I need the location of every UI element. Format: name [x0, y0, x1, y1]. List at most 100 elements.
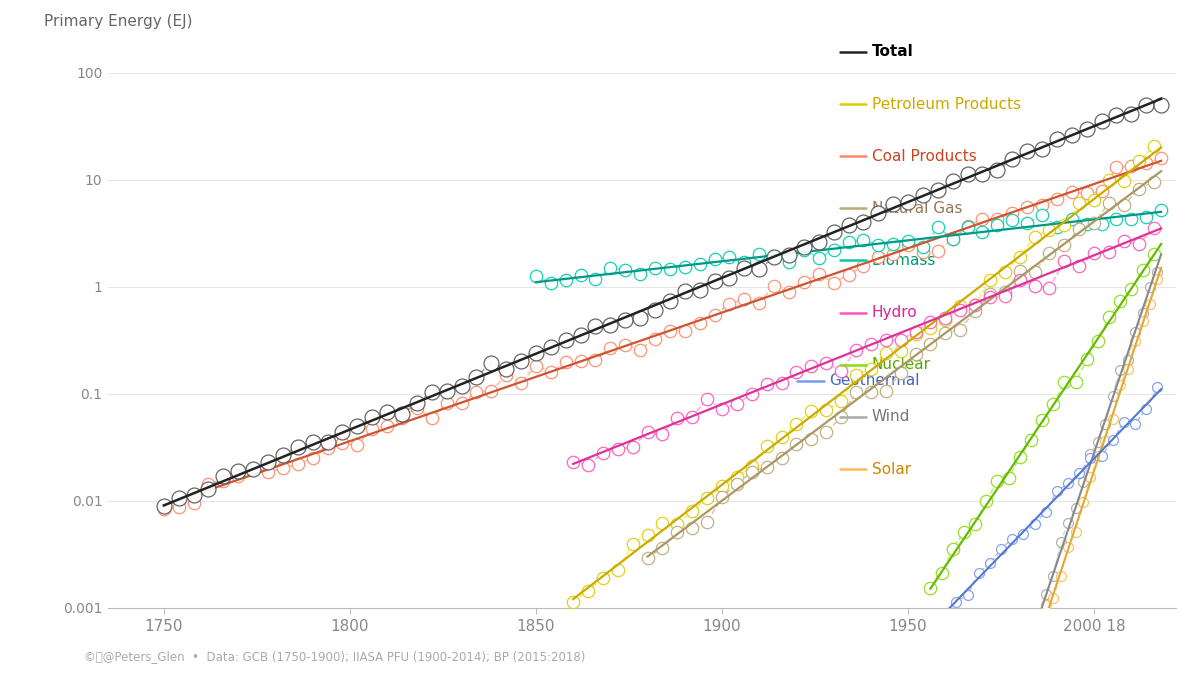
Point — [869, 208, 888, 219]
Point — [608, 564, 628, 575]
Point — [1078, 188, 1097, 198]
Point — [1110, 379, 1129, 390]
Point — [676, 286, 695, 297]
Point — [876, 335, 895, 346]
Point — [742, 460, 761, 471]
Point — [616, 314, 635, 325]
Point — [1152, 205, 1171, 215]
Point — [950, 324, 970, 335]
Point — [184, 497, 203, 508]
Text: Wind: Wind — [871, 410, 910, 425]
Point — [899, 239, 918, 250]
Text: Nuclear: Nuclear — [871, 357, 931, 373]
Point — [1092, 186, 1111, 197]
Point — [943, 234, 962, 245]
Point — [1048, 134, 1067, 144]
Point — [660, 325, 679, 336]
Point — [1069, 198, 1088, 209]
Point — [667, 519, 686, 530]
Point — [1144, 140, 1163, 151]
Point — [593, 448, 612, 459]
Point — [1018, 146, 1037, 157]
Point — [906, 349, 925, 360]
Point — [630, 313, 649, 323]
Point — [332, 427, 352, 437]
Point — [854, 217, 874, 227]
Point — [846, 344, 865, 355]
Point — [764, 252, 784, 263]
Point — [616, 265, 635, 275]
Point — [586, 320, 605, 331]
Point — [1136, 212, 1156, 223]
Point — [1078, 354, 1097, 365]
Point — [1025, 231, 1044, 242]
Point — [1073, 496, 1092, 507]
Point — [779, 250, 798, 261]
Point — [437, 386, 456, 397]
Point — [1058, 541, 1078, 552]
Point — [995, 291, 1014, 302]
Point — [199, 479, 218, 489]
Point — [794, 244, 814, 255]
Point — [697, 493, 716, 504]
Point — [1152, 153, 1171, 163]
Point — [527, 348, 546, 359]
Point — [832, 365, 851, 376]
Point — [892, 335, 911, 346]
Point — [467, 371, 486, 382]
Point — [1021, 435, 1040, 446]
Point — [832, 396, 851, 406]
Point — [966, 518, 985, 529]
Point — [348, 439, 367, 450]
Point — [1099, 312, 1118, 323]
Point — [764, 280, 784, 291]
Point — [980, 274, 1000, 285]
Point — [1058, 478, 1078, 489]
Point — [184, 489, 203, 500]
Point — [601, 320, 620, 331]
Point — [697, 394, 716, 404]
Point — [667, 412, 686, 423]
Point — [623, 538, 642, 549]
Point — [646, 333, 665, 344]
Text: Petroleum Products: Petroleum Products — [871, 97, 1021, 111]
Point — [527, 271, 546, 281]
Point — [966, 300, 985, 310]
Point — [214, 475, 233, 486]
Point — [1010, 266, 1030, 277]
Point — [1069, 261, 1088, 271]
Point — [564, 597, 583, 608]
Point — [876, 386, 895, 397]
Point — [817, 358, 836, 369]
Point — [229, 466, 248, 477]
Point — [683, 523, 702, 534]
Point — [586, 274, 605, 285]
Point — [973, 169, 992, 180]
Text: Natural Gas: Natural Gas — [871, 201, 962, 216]
Point — [1040, 282, 1060, 293]
Point — [1036, 506, 1055, 517]
Point — [892, 346, 911, 356]
Point — [593, 573, 612, 584]
Point — [809, 252, 828, 263]
Point — [883, 199, 902, 210]
Point — [1133, 265, 1152, 275]
Point — [802, 433, 821, 444]
Point — [527, 360, 546, 371]
Point — [1051, 570, 1070, 581]
Point — [809, 269, 828, 279]
Point — [1099, 197, 1118, 208]
Point — [958, 169, 977, 180]
Point — [883, 238, 902, 249]
Point — [1085, 248, 1104, 259]
Point — [1066, 527, 1085, 538]
Text: Total: Total — [871, 45, 913, 59]
Point — [214, 470, 233, 481]
Point — [1129, 184, 1148, 194]
Point — [244, 463, 263, 474]
Point — [1099, 174, 1118, 185]
Point — [630, 268, 649, 279]
Point — [244, 464, 263, 475]
Point — [1096, 435, 1115, 446]
Point — [802, 361, 821, 372]
